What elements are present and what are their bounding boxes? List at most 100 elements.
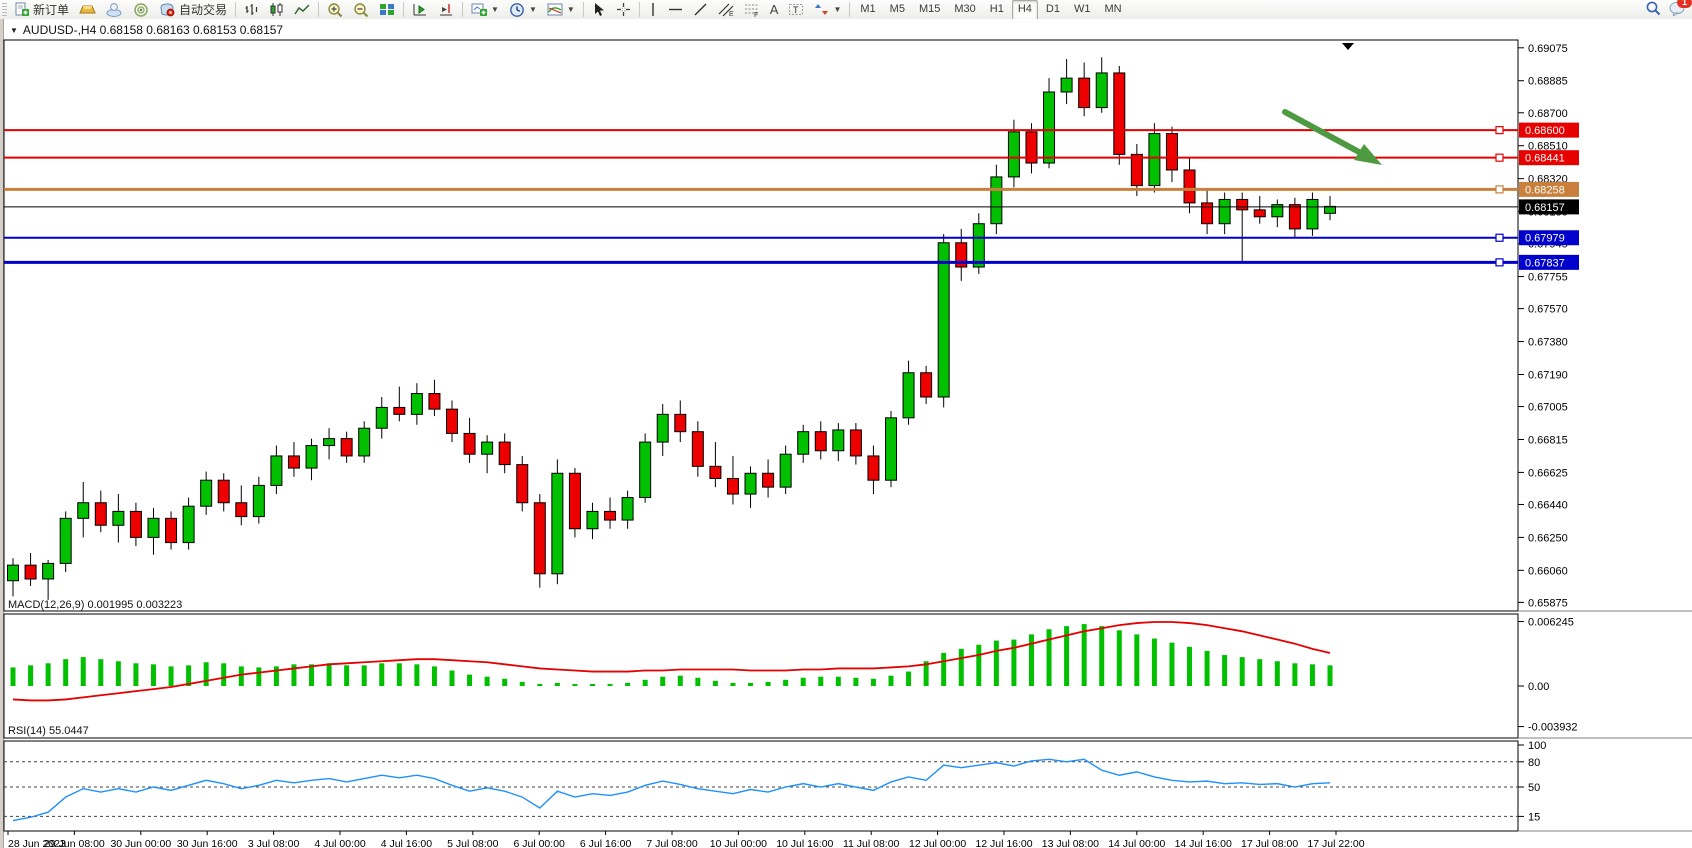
svg-text:80: 80 [1528, 757, 1540, 769]
new-order-icon [14, 2, 30, 17]
toolbar-separator [403, 2, 405, 17]
timeframe-button-w1[interactable]: W1 [1073, 2, 1091, 15]
profile-button[interactable] [101, 1, 128, 18]
svg-text:0.67755: 0.67755 [1528, 272, 1568, 284]
svg-text:17 Jul 08:00: 17 Jul 08:00 [1241, 838, 1298, 848]
trendline-tool-button[interactable] [688, 1, 713, 18]
profile-cloud-icon [106, 2, 123, 17]
equidistant-channel-tool-button[interactable]: E [713, 1, 739, 18]
zoom-in-button[interactable] [322, 1, 348, 18]
candlestick-series [7, 57, 1336, 600]
timeframe-group: M1 M5 M15 M30 H1 H4 D1 W1 MN [853, 0, 1128, 20]
hline-handle-support-1[interactable] [1495, 233, 1504, 242]
price-badge-pivot-orange: 0.68258 [1525, 184, 1565, 196]
main-toolbar: 新订单 自动交易 [0, 0, 1692, 20]
fibonacci-icon: F [744, 2, 760, 17]
svg-text:6 Jul 16:00: 6 Jul 16:00 [580, 838, 632, 848]
horizontal-lines [4, 126, 1518, 267]
svg-text:0.67005: 0.67005 [1528, 402, 1568, 414]
line-chart-icon [294, 2, 310, 17]
bar-chart-icon [244, 2, 259, 17]
chevron-down-icon: ▼ [528, 5, 537, 14]
timeframe-button-h1[interactable]: H1 [989, 2, 1004, 15]
svg-text:13 Jul 08:00: 13 Jul 08:00 [1042, 838, 1099, 848]
price-badge-current-price: 0.68157 [1525, 202, 1565, 214]
chart-shift-button[interactable] [433, 1, 459, 18]
new-chart-button[interactable]: ▼ [466, 1, 504, 18]
svg-text:14 Jul 16:00: 14 Jul 16:00 [1175, 838, 1232, 848]
macd-signal-line [12, 621, 1331, 702]
svg-text:0.65875: 0.65875 [1528, 597, 1568, 609]
svg-text:0.00: 0.00 [1528, 681, 1549, 693]
new-order-button[interactable]: 新订单 [9, 1, 74, 18]
signal-button[interactable] [128, 1, 154, 18]
svg-text:29 Jun 08:00: 29 Jun 08:00 [44, 838, 105, 848]
bar-chart-mode-button[interactable] [239, 1, 264, 18]
zoom-out-icon [353, 2, 369, 18]
vertical-line-tool-button[interactable] [643, 1, 663, 18]
macd-pane[interactable] [3, 613, 1519, 739]
signal-icon [133, 2, 149, 17]
chart-window[interactable]: ▼ AUDUSD-,H4 0.68158 0.68163 0.68153 0.6… [0, 19, 1692, 848]
rsi-line [12, 758, 1331, 822]
text-label-icon: T [788, 2, 804, 17]
crosshair-tool-button[interactable] [611, 1, 636, 18]
auto-scroll-icon [412, 2, 428, 17]
zoom-out-button[interactable] [348, 1, 374, 18]
svg-text:30 Jun 16:00: 30 Jun 16:00 [177, 838, 238, 848]
timeframe-button-d1[interactable]: D1 [1045, 2, 1060, 15]
toolbar-separator [235, 2, 237, 17]
line-chart-mode-button[interactable] [289, 1, 315, 18]
fibonacci-tool-button[interactable]: F [739, 1, 765, 18]
chart-canvas[interactable]: 0.690750.688850.687000.685100.683200.681… [0, 19, 1692, 848]
market-watch-button[interactable] [74, 1, 101, 18]
new-order-label: 新订单 [33, 3, 70, 17]
svg-text:10 Jul 00:00: 10 Jul 00:00 [710, 838, 767, 848]
svg-text:5 Jul 08:00: 5 Jul 08:00 [447, 838, 499, 848]
svg-text:0.69075: 0.69075 [1528, 43, 1568, 55]
annotation-arrow[interactable] [1282, 109, 1382, 165]
timeframe-button-mn[interactable]: MN [1104, 2, 1122, 15]
horizontal-line-tool-button[interactable] [663, 1, 688, 18]
timeframe-button-m30[interactable]: M30 [954, 2, 976, 15]
svg-text:0.67380: 0.67380 [1528, 337, 1568, 349]
search-icon[interactable] [1645, 0, 1661, 19]
svg-text:7 Jul 08:00: 7 Jul 08:00 [646, 838, 698, 848]
timeframe-button-m1[interactable]: M1 [860, 2, 876, 15]
periods-button[interactable]: ▼ [504, 1, 542, 18]
indicators-icon [547, 2, 563, 17]
arrows-tool-button[interactable]: ▼ [809, 1, 846, 18]
main-pane[interactable] [3, 39, 1519, 612]
hline-handle-pivot-orange[interactable] [1495, 185, 1504, 194]
candlestick-icon [269, 2, 284, 17]
timeframe-button-m15[interactable]: M15 [918, 2, 941, 15]
cursor-tool-button[interactable] [587, 1, 611, 18]
autotrading-button[interactable]: 自动交易 [154, 1, 232, 18]
text-label-tool-button[interactable]: T [783, 1, 809, 18]
svg-text:17 Jul 22:00: 17 Jul 22:00 [1307, 838, 1364, 848]
hline-handle-resistance-1[interactable] [1495, 126, 1504, 135]
auto-scroll-button[interactable] [407, 1, 433, 18]
hline-handle-support-2[interactable] [1495, 258, 1504, 267]
candlestick-mode-button[interactable] [264, 1, 289, 18]
timeframe-button-m5[interactable]: M5 [889, 2, 905, 15]
collapse-triangle-icon[interactable]: ▼ [10, 25, 18, 35]
timeframe-button-h4[interactable]: H4 [1011, 0, 1038, 20]
tile-windows-icon [379, 2, 395, 17]
notifications-button[interactable]: 1 [1669, 0, 1692, 19]
scroll-end-marker-icon[interactable] [1342, 43, 1354, 50]
svg-text:E: E [729, 11, 734, 17]
svg-text:30 Jun 00:00: 30 Jun 00:00 [110, 838, 171, 848]
toolbar-grip[interactable] [2, 2, 7, 17]
svg-text:28 Jun 2023: 28 Jun 2023 [8, 838, 66, 848]
svg-text:12 Jul 16:00: 12 Jul 16:00 [975, 838, 1032, 848]
symbol-ohlc-text: AUDUSD-,H4 0.68158 0.68163 0.68153 0.681… [22, 23, 284, 37]
tile-windows-button[interactable] [374, 1, 400, 18]
indicators-button[interactable]: ▼ [542, 1, 580, 18]
svg-text:F: F [754, 12, 758, 17]
hline-handle-resistance-2[interactable] [1495, 153, 1504, 162]
svg-text:-0.003932: -0.003932 [1528, 722, 1578, 734]
text-tool-button[interactable]: A [765, 1, 784, 18]
